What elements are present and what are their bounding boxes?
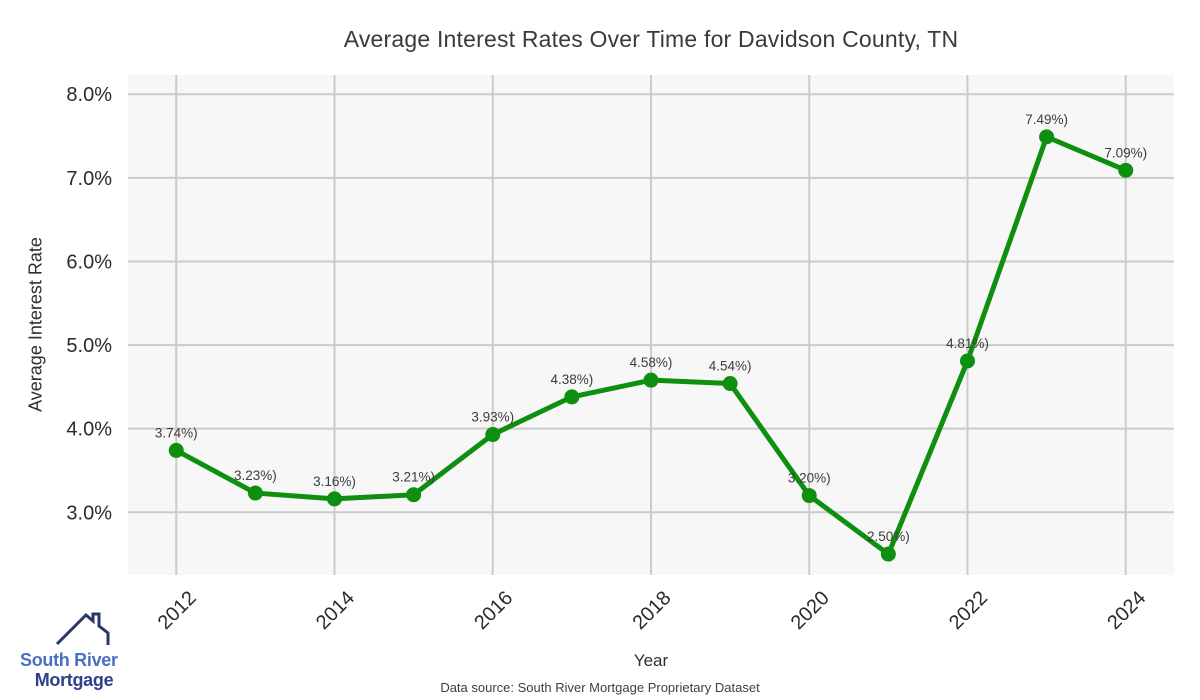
- y-tick-label: 8.0%: [66, 84, 112, 106]
- y-tick-label: 6.0%: [66, 251, 112, 273]
- data-point: [406, 487, 422, 503]
- data-point-label: 4.38%): [550, 372, 593, 387]
- x-tick-label: 2014: [312, 587, 359, 634]
- data-point-label: 3.21%): [392, 470, 435, 485]
- data-point-label: 3.23%): [234, 468, 277, 483]
- data-point-label: 7.09%): [1104, 145, 1147, 160]
- data-point-label: 2.50%): [867, 529, 910, 544]
- y-tick-label: 5.0%: [66, 335, 112, 357]
- data-point: [247, 485, 263, 501]
- data-point-label: 3.20%): [788, 471, 831, 486]
- y-tick-label: 4.0%: [66, 419, 112, 441]
- data-point-label: 3.93%): [471, 410, 514, 425]
- data-point: [643, 372, 659, 388]
- x-axis-title: Year: [633, 651, 669, 670]
- y-tick-label: 3.0%: [66, 502, 112, 524]
- data-point-label: 4.81%): [946, 336, 989, 351]
- x-tick-label: 2012: [154, 587, 201, 634]
- data-point-label: 3.74%): [155, 425, 198, 440]
- data-point: [485, 427, 501, 443]
- x-tick-label: 2022: [945, 587, 992, 634]
- data-point: [959, 353, 975, 369]
- data-point-label: 4.54%): [709, 359, 752, 374]
- data-point: [1039, 129, 1055, 145]
- x-tick-label: 2024: [1103, 587, 1150, 634]
- chart-title: Average Interest Rates Over Time for Dav…: [343, 26, 959, 52]
- data-point: [880, 546, 896, 562]
- data-point: [564, 389, 580, 405]
- data-point-label: 7.49%): [1025, 112, 1068, 127]
- data-source-caption: Data source: South River Mortgage Propri…: [440, 680, 760, 695]
- x-tick-label: 2018: [629, 587, 676, 634]
- logo-text-mortgage: Mortgage: [34, 670, 114, 690]
- house-roof-icon: [56, 612, 110, 646]
- y-tick-label: 7.0%: [66, 168, 112, 190]
- data-point: [801, 488, 817, 504]
- data-point-label: 4.58%): [630, 355, 673, 370]
- data-point: [168, 442, 184, 458]
- data-point: [722, 376, 738, 392]
- x-tick-label: 2016: [470, 587, 517, 634]
- data-point: [1118, 162, 1134, 178]
- logo-text-south-river: South River: [20, 650, 118, 670]
- data-point-label: 3.16%): [313, 474, 356, 489]
- data-point: [327, 491, 343, 507]
- x-tick-label: 2020: [787, 587, 834, 634]
